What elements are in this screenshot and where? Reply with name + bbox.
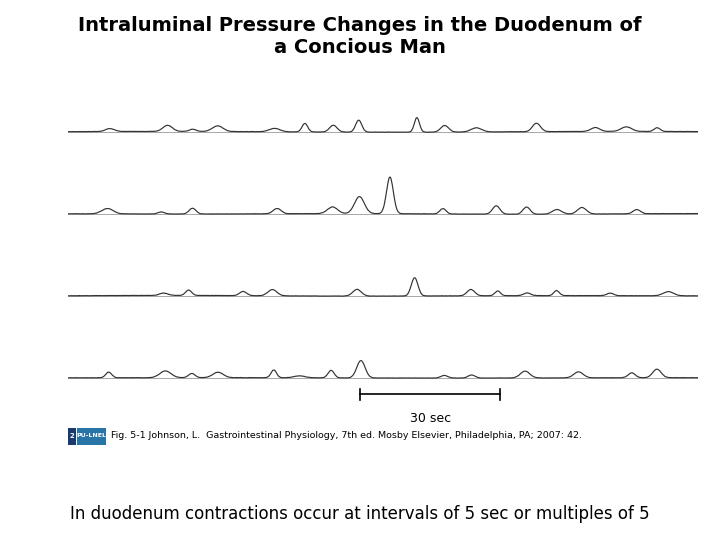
Text: Fig. 5-1 Johnson, L.  Gastrointestinal Physiology, 7th ed. Mosby Elsevier, Phila: Fig. 5-1 Johnson, L. Gastrointestinal Ph…: [112, 431, 582, 440]
Text: 2: 2: [70, 433, 75, 438]
FancyBboxPatch shape: [77, 428, 106, 444]
Text: Intraluminal Pressure Changes in the Duodenum of: Intraluminal Pressure Changes in the Duo…: [78, 16, 642, 35]
Text: a Concious Man: a Concious Man: [274, 38, 446, 57]
FancyBboxPatch shape: [68, 428, 76, 444]
Text: PU-LNEL: PU-LNEL: [77, 433, 107, 438]
Text: In duodenum contractions occur at intervals of 5 sec or multiples of 5: In duodenum contractions occur at interv…: [70, 505, 650, 523]
Text: 30 sec: 30 sec: [410, 412, 451, 425]
